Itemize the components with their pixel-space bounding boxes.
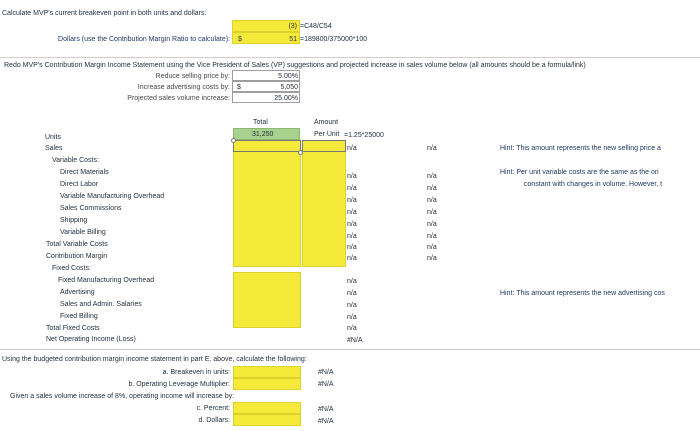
- cell-c-fixed-mfg-overhead: n/a: [347, 278, 357, 285]
- row-separator: [0, 57, 700, 58]
- cell-c-sales: n/a: [347, 145, 357, 152]
- breakeven-units-input-f[interactable]: [233, 366, 301, 378]
- breakeven-dollars-formula: =189800/375000*100: [300, 36, 368, 43]
- input-value-volume: 25.00%: [274, 95, 298, 102]
- cell-c-variable-mfg-overhead: n/a: [347, 197, 357, 204]
- row-label-fixed-costs: Fixed Costs:: [52, 265, 91, 272]
- hint-variable-costs: Hint: Per unit variable costs are the sa…: [500, 169, 659, 176]
- cell-c-net-operating-income: #N/A: [347, 337, 363, 344]
- row-label-variable-costs: Variable Costs:: [52, 157, 99, 164]
- percent-value: #N/A: [318, 406, 334, 413]
- breakeven-units-cell[interactable]: [232, 20, 300, 32]
- row-label-advertising: Advertising: [60, 289, 95, 296]
- cell-c-sales-commissions: n/a: [347, 209, 357, 216]
- dollars-value: #N/A: [318, 418, 334, 425]
- row-label-sales-admin-salaries: Sales and Admin. Salaries: [60, 301, 142, 308]
- units-formula: =1.25*25000: [344, 132, 384, 139]
- cell-c-variable-billing: n/a: [347, 233, 357, 240]
- column-header-total: Total: [253, 119, 268, 126]
- row-separator: [0, 349, 700, 350]
- input-label-price: Reduce selling price by:: [155, 73, 230, 80]
- breakeven-units-value-f: #N/A: [318, 369, 334, 376]
- row-label-total-fixed-costs: Total Fixed Costs: [46, 325, 100, 332]
- dollars-label: d. Dollars:: [198, 417, 230, 424]
- cell-d-direct-materials: n/a: [427, 173, 437, 180]
- amount-input-column[interactable]: [233, 140, 301, 267]
- input-currency-advertising: $: [237, 84, 241, 91]
- cell-d-direct-labor: n/a: [427, 185, 437, 192]
- cell-c-direct-labor: n/a: [347, 185, 357, 192]
- row-label-variable-billing: Variable Billing: [60, 229, 106, 236]
- input-value-price: 5.00%: [278, 73, 298, 80]
- input-cell-price[interactable]: [232, 70, 300, 81]
- part-e-title: Redo MVP's Contribution Margin Income St…: [4, 62, 586, 69]
- cell-c-sales-admin-salaries: n/a: [347, 302, 357, 309]
- cell-d-contribution-margin: n/a: [427, 255, 437, 262]
- input-value-advertising: 5,050: [280, 84, 298, 91]
- cell-c-advertising: n/a: [347, 290, 357, 297]
- cell-c-total-variable-costs: n/a: [347, 244, 357, 251]
- cell-c-total-fixed-costs: n/a: [347, 325, 357, 332]
- row-label-total-variable-costs: Total Variable Costs: [46, 241, 108, 248]
- row-label-direct-materials: Direct Materials: [60, 169, 109, 176]
- sales-volume-increase-label: Given a sales volume increase of 8%, ope…: [10, 393, 235, 400]
- percent-label: c. Percent:: [196, 405, 230, 412]
- cell-d-sales: n/a: [427, 145, 437, 152]
- column-header-per-unit: Per Unit: [314, 131, 340, 138]
- cell-d-shipping: n/a: [427, 221, 437, 228]
- breakeven-units-value: (3): [288, 23, 297, 30]
- part-f-title: Using the budgeted contribution margin i…: [2, 356, 307, 363]
- cell-d-sales-commissions: n/a: [427, 209, 437, 216]
- row-label-shipping: Shipping: [60, 217, 88, 224]
- hint-variable-costs-cont: constant with changes in volume. However…: [524, 181, 663, 188]
- cell-d-variable-mfg-overhead: n/a: [427, 197, 437, 204]
- hint-selling-price: Hint: This amount represents the new sel…: [500, 145, 661, 152]
- input-label-volume: Projected sales volume increase:: [127, 95, 230, 102]
- row-label-units: Units: [45, 134, 61, 141]
- input-cell-volume[interactable]: [232, 92, 300, 103]
- row-label-variable-mfg-overhead: Variable Manufacturing Overhead: [60, 193, 165, 200]
- selection-handle[interactable]: [298, 150, 303, 155]
- percent-input[interactable]: [233, 402, 301, 414]
- cell-d-variable-billing: n/a: [427, 233, 437, 240]
- selection-handle[interactable]: [231, 138, 236, 143]
- row-label-fixed-billing: Fixed Billing: [60, 313, 98, 320]
- sales-per-unit-cell-selected[interactable]: [302, 140, 346, 152]
- row-label-fixed-mfg-overhead: Fixed Manufacturing Overhead: [58, 277, 155, 284]
- row-label-net-operating-income: Net Operating Income (Loss): [46, 336, 136, 343]
- breakeven-units-label-f: a. Breakeven in units:: [162, 369, 230, 376]
- breakeven-dollars-value: 51: [289, 36, 297, 43]
- operating-leverage-input[interactable]: [233, 378, 301, 390]
- total-units-value: 31,250: [252, 131, 274, 138]
- row-label-contribution-margin: Contribution Margin: [46, 253, 108, 260]
- hint-advertising: Hint: This amount represents the new adv…: [500, 290, 665, 297]
- cell-c-direct-materials: n/a: [347, 173, 357, 180]
- cell-d-total-variable-costs: n/a: [427, 244, 437, 251]
- row-label-direct-labor: Direct Labor: [60, 181, 99, 188]
- input-label-advertising: Increase advertising costs by:: [137, 84, 230, 91]
- operating-leverage-value: #N/A: [318, 381, 334, 388]
- cell-c-fixed-billing: n/a: [347, 314, 357, 321]
- fixed-costs-input-column[interactable]: [233, 272, 301, 328]
- operating-leverage-label: b. Operating Leverage Multiplier:: [128, 381, 230, 388]
- column-header-amount: Amount: [314, 119, 339, 126]
- row-label-sales-commissions: Sales Commissions: [60, 205, 122, 212]
- breakeven-dollars-cell[interactable]: [232, 32, 300, 44]
- row-label-sales: Sales: [45, 145, 63, 152]
- part-d-title: Calculate MVP's current breakeven point …: [2, 10, 207, 17]
- cell-c-contribution-margin: n/a: [347, 255, 357, 262]
- breakeven-units-formula: =C48/C54: [300, 23, 332, 30]
- input-cell-advertising[interactable]: [232, 81, 300, 92]
- breakeven-dollars-label: Dollars (use the Contribution Margin Rat…: [58, 36, 230, 43]
- total-units-cell[interactable]: [233, 128, 300, 140]
- per-unit-input-column[interactable]: [302, 140, 346, 267]
- sales-amount-cell-selected[interactable]: [233, 140, 301, 152]
- breakeven-dollars-currency: $: [238, 36, 242, 43]
- cell-c-shipping: n/a: [347, 221, 357, 228]
- dollars-input[interactable]: [233, 414, 301, 426]
